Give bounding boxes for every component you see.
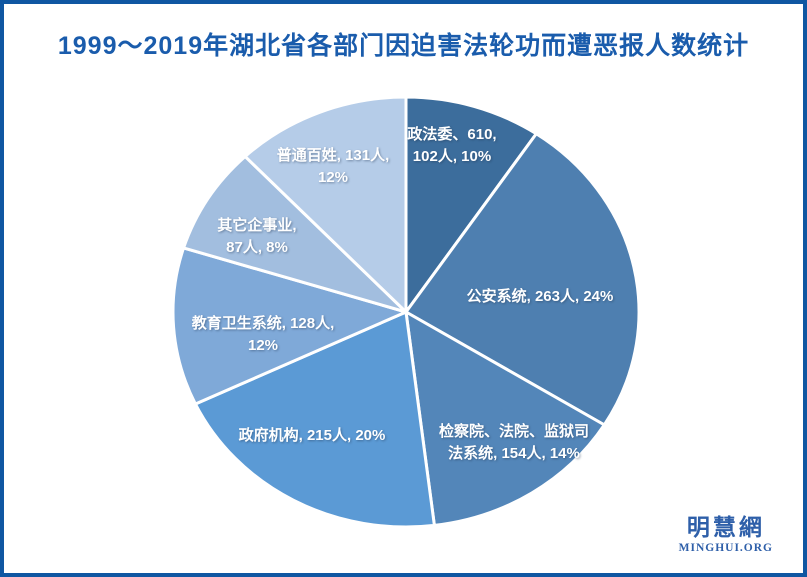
pie-slice-1 xyxy=(404,132,641,427)
pie-slice-label-0: 政法委、610, 102人, 10% xyxy=(407,125,496,165)
pie-slice-label-6: 普通百姓, 131人, 12% xyxy=(277,146,390,186)
chart-title: 1999～2019年湖北省各部门因迫害法轮功而遭恶报人数统计 xyxy=(57,32,750,60)
pie-slice-5 xyxy=(182,154,408,314)
pie-slice-4 xyxy=(171,246,408,406)
pie-slice-label-4: 教育卫生系统, 128人, 12% xyxy=(191,314,335,354)
pie-slice-6 xyxy=(243,95,408,314)
pie-chart: 政法委、610, 102人, 10% 公安系统, 263人, 24% 检察院、法院、监… xyxy=(171,95,641,529)
pie-slice-label-3: 政府机构, 215人, 20% xyxy=(239,426,386,444)
pie-slice-0 xyxy=(404,95,538,314)
pie-slice-label-5: 其它企事业, 87人, 8% xyxy=(217,216,296,256)
logo-en-text: MINGHUI.ORG xyxy=(678,542,773,555)
pie-slice-label-2: 检察院、法院、监狱司法系统, 154人, 14% xyxy=(439,422,589,462)
pie-slice-3 xyxy=(193,310,436,529)
pie-slice-2 xyxy=(404,310,606,527)
minghui-logo: 明慧網 MINGHUI.ORG xyxy=(679,515,773,555)
pie-slice-label-1: 公安系统, 263人, 24% xyxy=(467,287,614,305)
logo-cn-text: 明慧網 xyxy=(686,515,765,541)
